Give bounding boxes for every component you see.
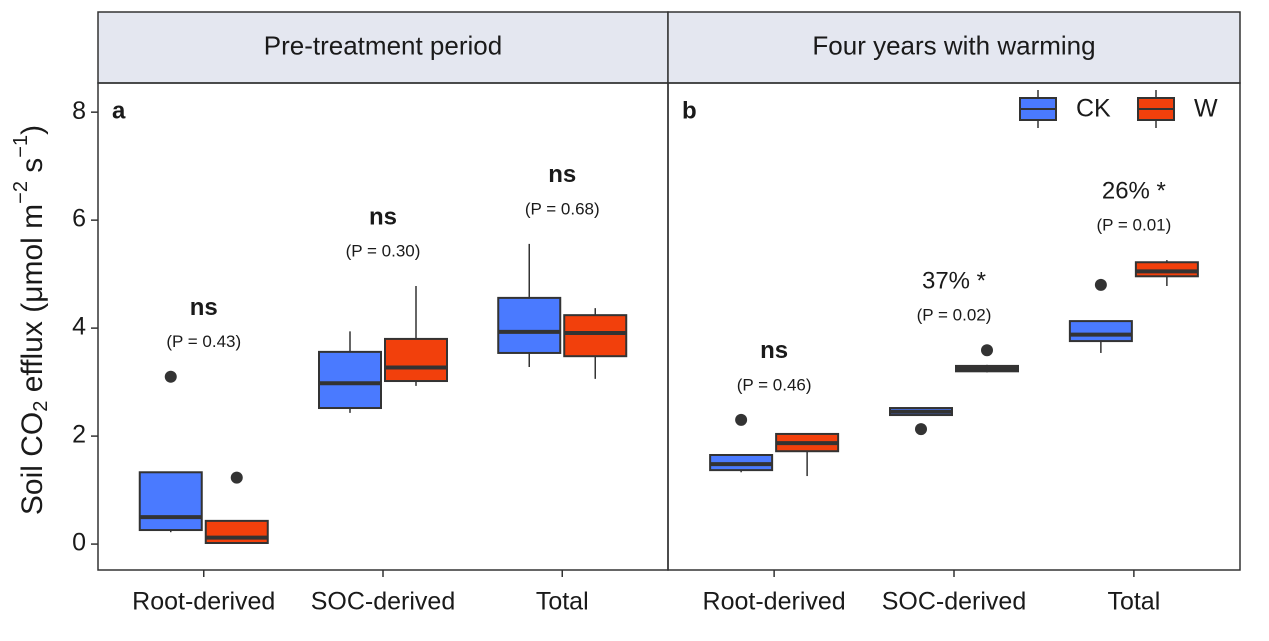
x-tick-label: Root-derived (132, 588, 275, 616)
p-value: (P = 0.68) (525, 199, 600, 218)
y-label-part: 2 (30, 401, 52, 412)
annotation: ns (548, 161, 576, 188)
strip (667, 11, 1241, 84)
outlier (981, 344, 993, 357)
box (318, 350, 382, 410)
x-tick-label: SOC-derived (311, 588, 456, 616)
x-tick-label: Root-derived (703, 588, 846, 616)
x-tick-label: Total (536, 588, 589, 616)
annotation: ns (369, 203, 397, 230)
y-label-part: −1 (10, 135, 32, 158)
y-tick-label: 6 (72, 205, 86, 233)
box (384, 337, 448, 383)
panel-title: Four years with warming (812, 30, 1095, 60)
y-label-part: Soil CO (16, 412, 49, 515)
box (1134, 261, 1199, 278)
outlier (164, 370, 177, 383)
panel-border (667, 82, 1241, 571)
p-value: (P = 0.01) (1096, 216, 1171, 235)
box (563, 314, 628, 358)
y-tick-label: 0 (72, 529, 86, 557)
y-tick-label: 2 (72, 421, 86, 449)
legend-label: W (1194, 95, 1218, 123)
p-value: (P = 0.30) (346, 241, 421, 260)
outlier (230, 471, 243, 484)
panel-label: b (682, 97, 697, 124)
y-label-part: −2 (10, 181, 32, 204)
panel-title: Pre-treatment period (264, 30, 502, 60)
x-tick-label: SOC-derived (882, 588, 1027, 616)
annotation: ns (760, 337, 788, 364)
y-tick-label: 8 (72, 97, 86, 125)
p-value: (P = 0.02) (917, 306, 992, 325)
panel-label: a (112, 97, 126, 124)
p-value: (P = 0.46) (737, 375, 812, 394)
y-axis-label: Soil CO2 efflux (μmol m−2 s−1) (10, 125, 52, 515)
box (138, 471, 203, 532)
box (1068, 320, 1133, 343)
strip (97, 11, 669, 84)
box (204, 519, 269, 545)
y-tick-label: 4 (72, 313, 86, 341)
box (497, 296, 562, 354)
outlier (735, 413, 748, 426)
p-value: (P = 0.43) (166, 332, 241, 351)
annotation: 37% * (922, 268, 986, 295)
y-label-part: ) (16, 125, 49, 135)
outlier (1094, 278, 1107, 291)
annotation: ns (190, 294, 218, 321)
legend-label: CK (1076, 95, 1111, 123)
x-tick-label: Total (1107, 588, 1160, 616)
y-label-part: s (16, 158, 49, 181)
annotation: 26% * (1102, 177, 1166, 204)
y-label-part: efflux (μmol m (16, 204, 49, 401)
outlier (915, 423, 927, 436)
